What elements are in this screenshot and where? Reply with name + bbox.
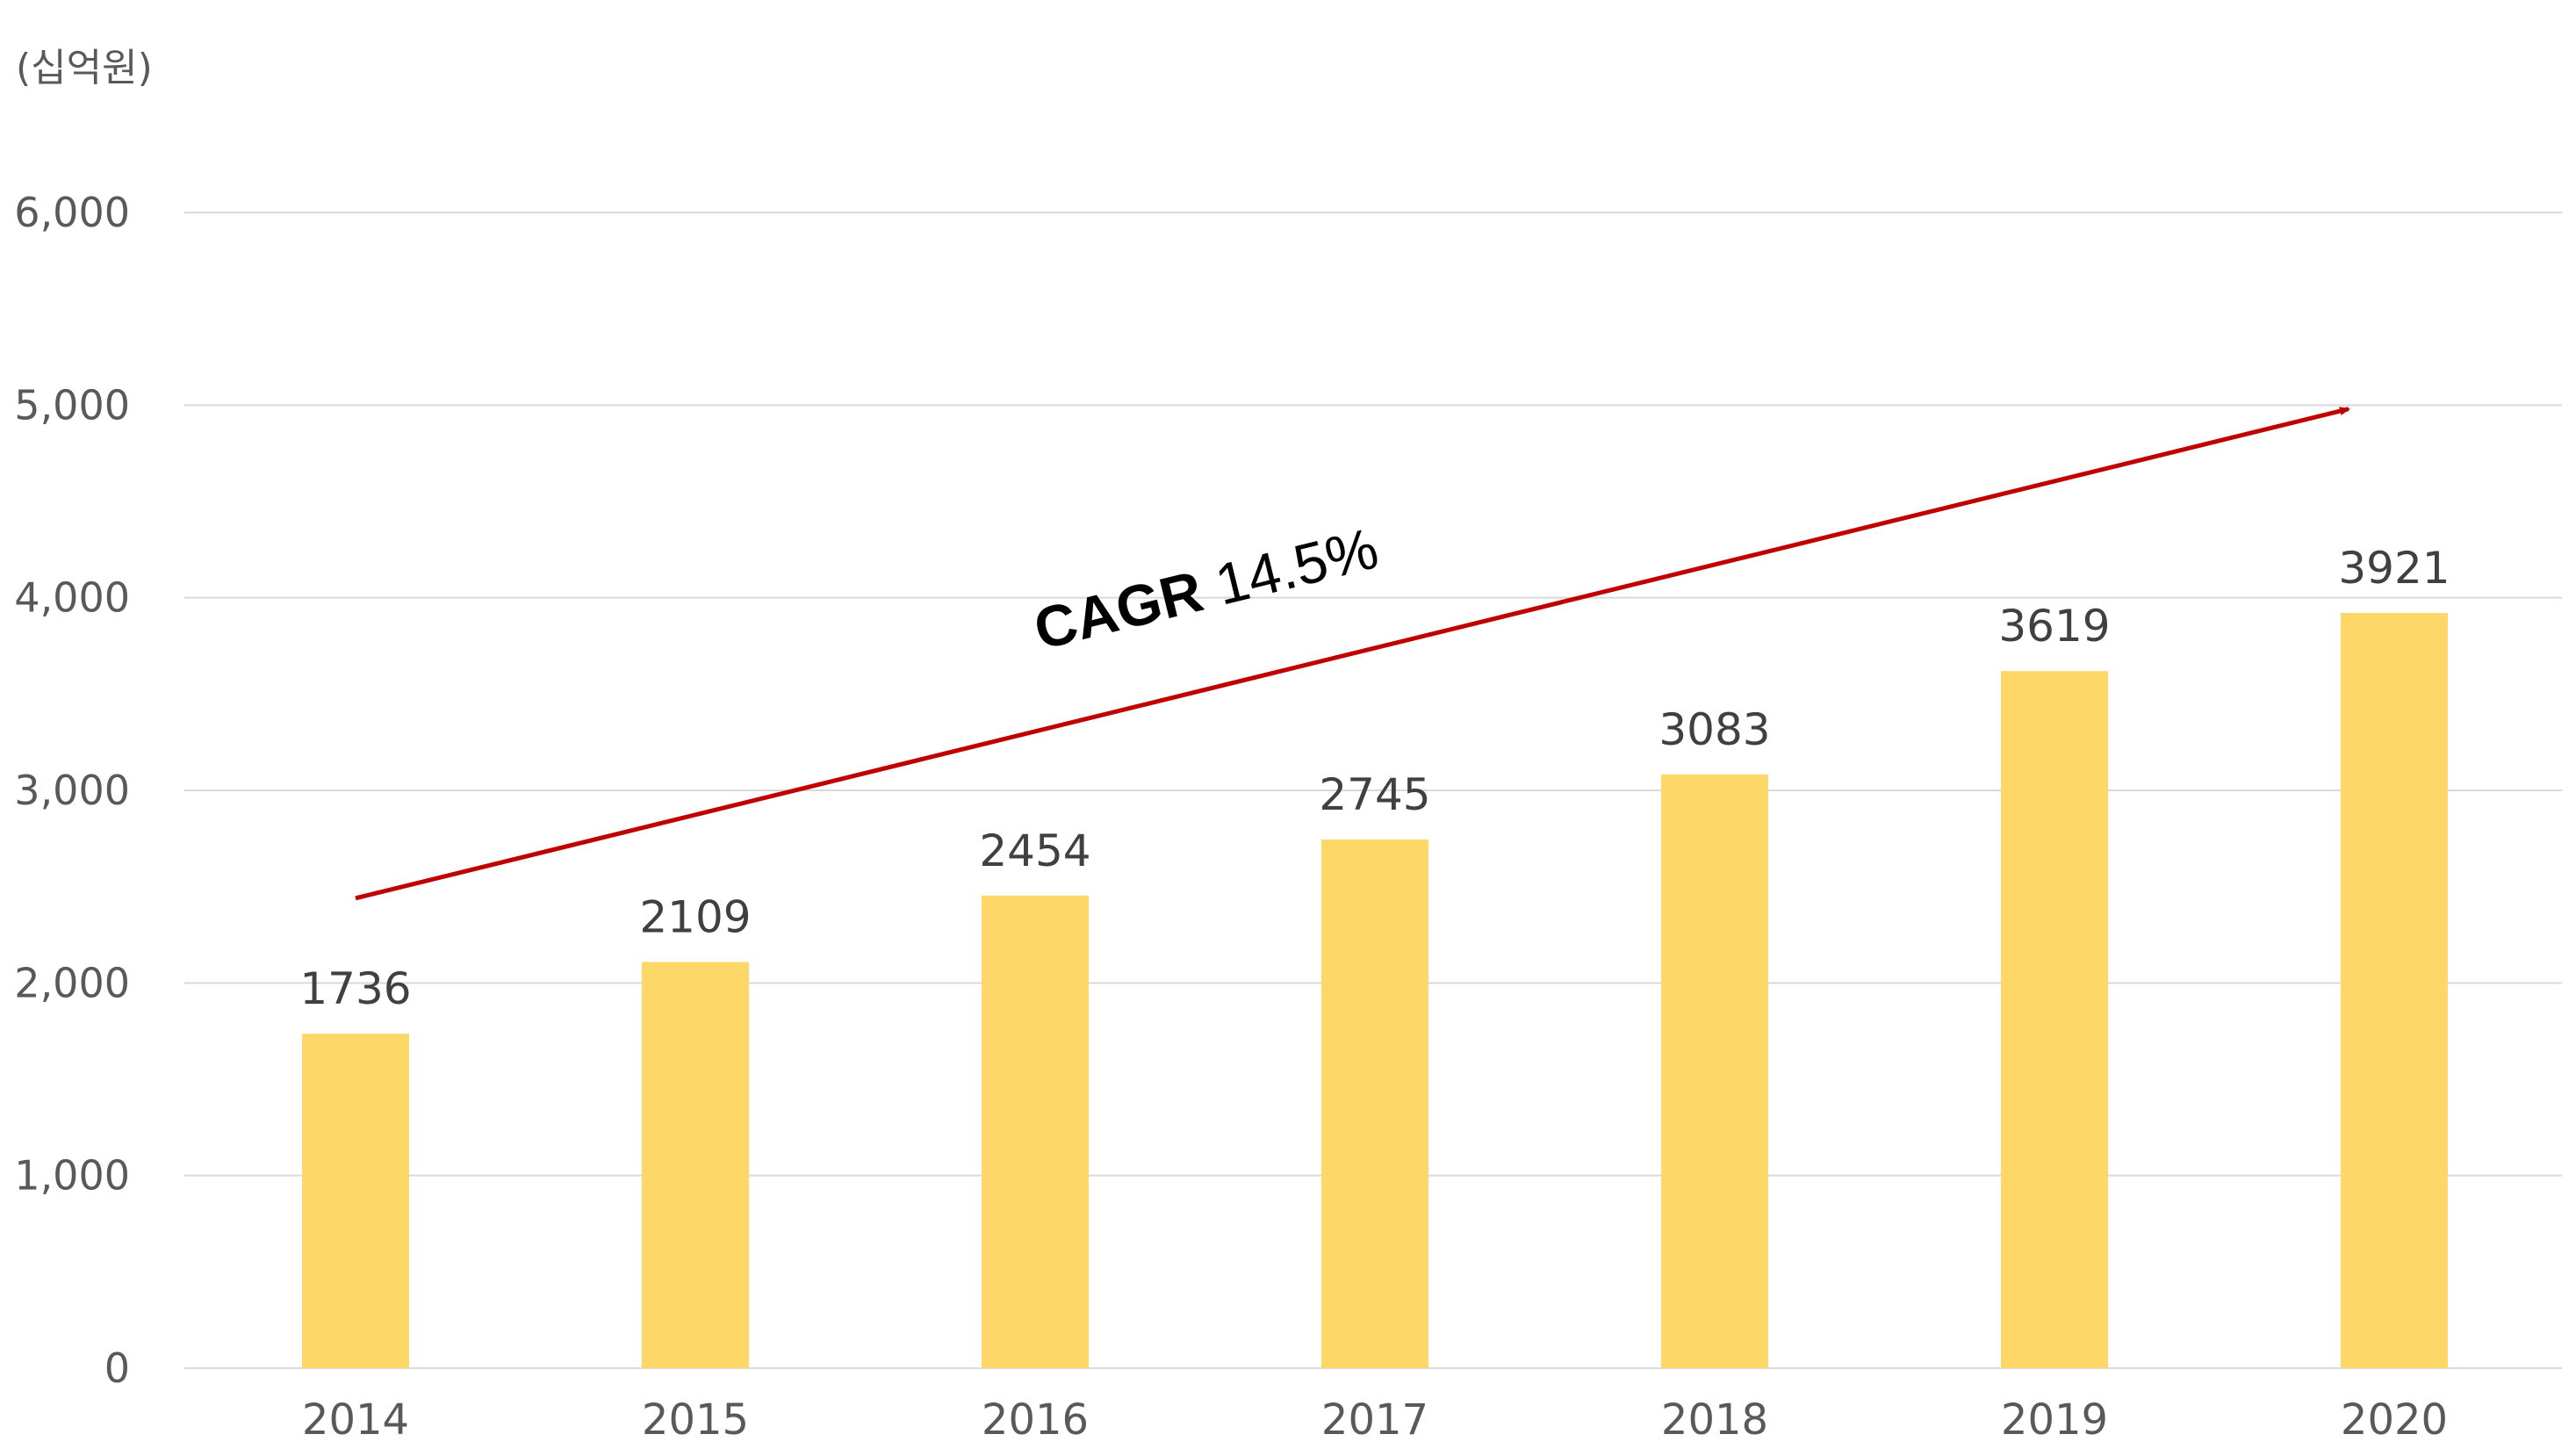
x-tick-label: 2019 <box>2001 1395 2108 1445</box>
data-label: 2109 <box>639 891 751 942</box>
bar <box>1321 839 1428 1368</box>
bar <box>302 1034 409 1368</box>
data-labels: 1736 2109 2454 2745 3083 3619 3921 <box>299 543 2450 1014</box>
y-tick-label: 3,000 <box>14 767 130 814</box>
y-tick-label: 6,000 <box>14 189 130 236</box>
x-tick-label: 2016 <box>982 1395 1089 1445</box>
x-tick-label: 2014 <box>302 1395 409 1445</box>
data-label: 2454 <box>979 825 1090 876</box>
data-label: 3921 <box>2338 543 2450 594</box>
data-label: 3083 <box>1659 704 1770 755</box>
data-label: 2745 <box>1319 769 1430 820</box>
data-label: 3619 <box>1998 601 2110 652</box>
x-tick-label: 2017 <box>1321 1395 1428 1445</box>
bar <box>2001 671 2108 1368</box>
bars <box>302 612 2448 1368</box>
cagr-label-bold: CAGR <box>1028 558 1209 661</box>
bar <box>2341 612 2448 1368</box>
y-axis-tick-labels: 0 1,000 2,000 3,000 4,000 5,000 6,000 <box>14 189 130 1392</box>
bar <box>642 962 749 1368</box>
x-tick-label: 2015 <box>642 1395 749 1445</box>
bar <box>1661 774 1768 1368</box>
data-label: 1736 <box>299 963 411 1014</box>
x-tick-label: 2020 <box>2341 1395 2448 1445</box>
y-tick-label: 1,000 <box>14 1152 130 1200</box>
cagr-arrow <box>355 407 2350 901</box>
y-tick-label: 4,000 <box>14 574 130 622</box>
cagr-label: CAGR 14.5% <box>1028 515 1385 661</box>
y-tick-label: 0 <box>104 1344 130 1392</box>
cagr-label-value: 14.5% <box>1193 515 1384 621</box>
unit-label: (십억원) <box>16 46 153 90</box>
x-tick-label: 2018 <box>1661 1395 1768 1445</box>
bar <box>982 895 1089 1368</box>
y-tick-label: 5,000 <box>14 381 130 429</box>
y-tick-label: 2,000 <box>14 959 130 1006</box>
x-axis-tick-labels: 2014 2015 2016 2017 2018 2019 2020 <box>302 1395 2448 1445</box>
